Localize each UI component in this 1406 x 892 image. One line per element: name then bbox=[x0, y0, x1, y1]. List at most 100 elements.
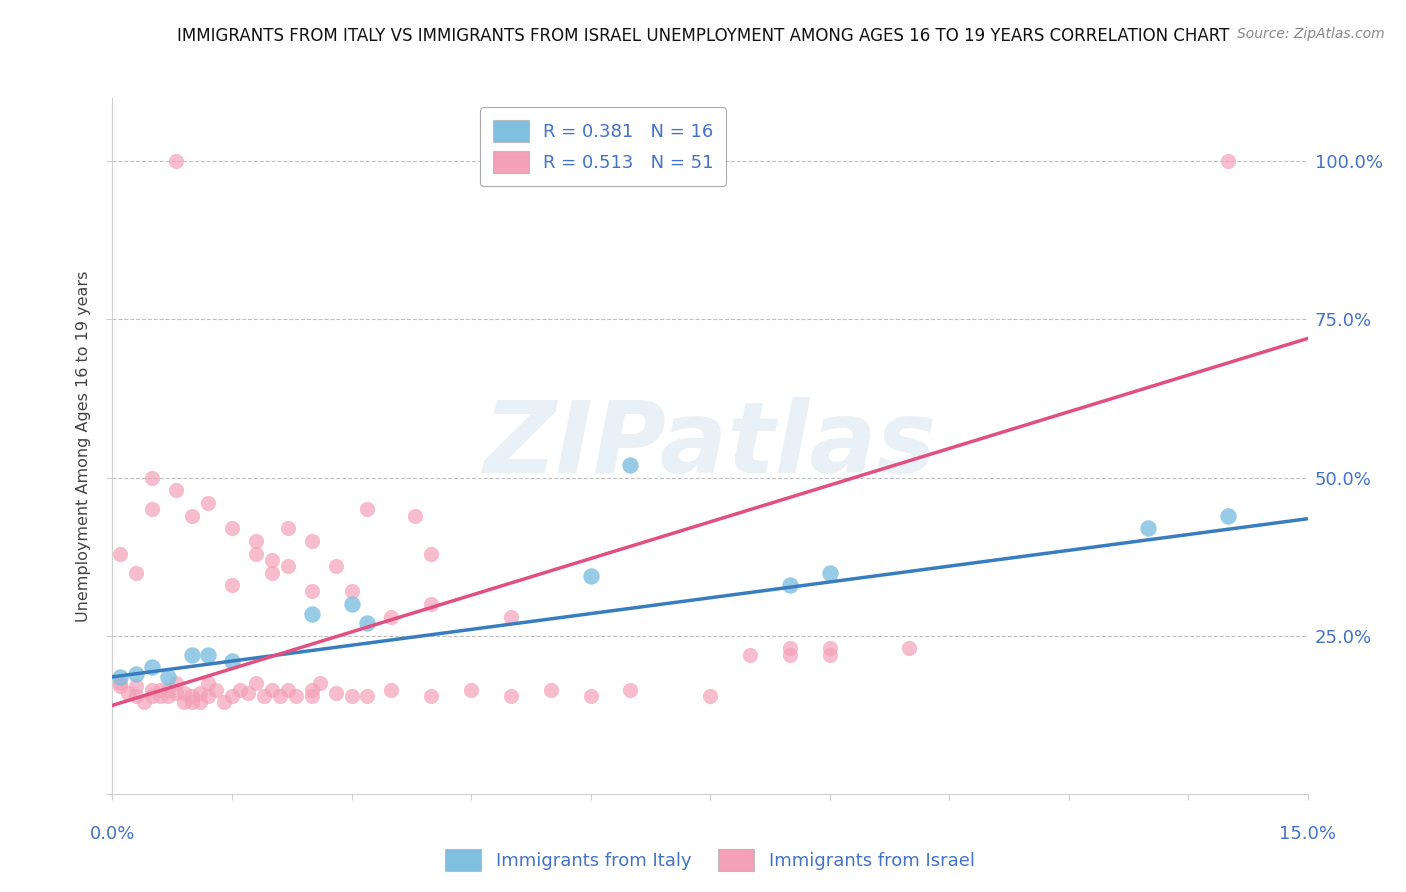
Point bbox=[181, 648, 204, 662]
Point bbox=[1216, 508, 1239, 523]
Point bbox=[301, 682, 323, 697]
Point bbox=[110, 679, 132, 693]
Point bbox=[221, 689, 243, 703]
Point bbox=[212, 695, 235, 709]
Point bbox=[356, 616, 378, 631]
Point bbox=[308, 676, 330, 690]
Point bbox=[260, 553, 283, 567]
Point bbox=[356, 502, 378, 516]
Point bbox=[157, 670, 180, 684]
Point bbox=[779, 641, 801, 656]
Point bbox=[277, 521, 299, 535]
Point bbox=[165, 676, 187, 690]
Point bbox=[141, 502, 163, 516]
Point bbox=[499, 609, 522, 624]
Point bbox=[499, 689, 522, 703]
Text: 15.0%: 15.0% bbox=[1279, 825, 1336, 843]
Point bbox=[141, 689, 163, 703]
Point bbox=[253, 689, 276, 703]
Point bbox=[619, 458, 641, 472]
Point bbox=[197, 676, 219, 690]
Point bbox=[380, 609, 402, 624]
Point bbox=[157, 689, 180, 703]
Point bbox=[301, 584, 323, 599]
Point bbox=[221, 654, 243, 668]
Point bbox=[173, 686, 195, 700]
Point bbox=[141, 660, 163, 674]
Point bbox=[340, 597, 363, 611]
Point bbox=[173, 695, 195, 709]
Point bbox=[898, 641, 921, 656]
Point bbox=[236, 686, 259, 700]
Point bbox=[229, 682, 252, 697]
Point bbox=[141, 682, 163, 697]
Point bbox=[1216, 154, 1239, 169]
Point bbox=[779, 578, 801, 592]
Point bbox=[738, 648, 761, 662]
Point bbox=[325, 686, 347, 700]
Point bbox=[245, 547, 267, 561]
Text: Source: ZipAtlas.com: Source: ZipAtlas.com bbox=[1237, 27, 1385, 41]
Point bbox=[165, 686, 187, 700]
Point bbox=[221, 521, 243, 535]
Point bbox=[205, 682, 228, 697]
Point bbox=[110, 676, 132, 690]
Point bbox=[420, 547, 443, 561]
Point bbox=[188, 686, 211, 700]
Point bbox=[197, 648, 219, 662]
Point bbox=[420, 689, 443, 703]
Point bbox=[420, 597, 443, 611]
Y-axis label: Unemployment Among Ages 16 to 19 years: Unemployment Among Ages 16 to 19 years bbox=[76, 270, 91, 622]
Point bbox=[181, 689, 204, 703]
Point bbox=[340, 584, 363, 599]
Point bbox=[245, 533, 267, 548]
Point bbox=[460, 682, 482, 697]
Point bbox=[181, 695, 204, 709]
Point bbox=[125, 566, 148, 580]
Point bbox=[818, 641, 841, 656]
Point bbox=[619, 682, 641, 697]
Point bbox=[540, 682, 562, 697]
Point bbox=[1137, 521, 1160, 535]
Point bbox=[404, 508, 426, 523]
Point bbox=[579, 568, 602, 582]
Point bbox=[165, 154, 187, 169]
Point bbox=[579, 689, 602, 703]
Point bbox=[356, 689, 378, 703]
Point bbox=[181, 508, 204, 523]
Point bbox=[284, 689, 307, 703]
Point bbox=[325, 559, 347, 574]
Point bbox=[277, 559, 299, 574]
Point bbox=[699, 689, 721, 703]
Point bbox=[245, 676, 267, 690]
Point bbox=[125, 666, 148, 681]
Point bbox=[818, 648, 841, 662]
Point bbox=[269, 689, 291, 703]
Point bbox=[301, 607, 323, 621]
Point bbox=[260, 682, 283, 697]
Point bbox=[221, 578, 243, 592]
Point bbox=[188, 695, 211, 709]
Point bbox=[141, 470, 163, 484]
Text: IMMIGRANTS FROM ITALY VS IMMIGRANTS FROM ISRAEL UNEMPLOYMENT AMONG AGES 16 TO 19: IMMIGRANTS FROM ITALY VS IMMIGRANTS FROM… bbox=[177, 27, 1229, 45]
Point bbox=[149, 682, 172, 697]
Point bbox=[818, 566, 841, 580]
Point bbox=[110, 670, 132, 684]
Point bbox=[260, 566, 283, 580]
Point bbox=[380, 682, 402, 697]
Point bbox=[110, 547, 132, 561]
Point bbox=[301, 689, 323, 703]
Legend: Immigrants from Italy, Immigrants from Israel: Immigrants from Italy, Immigrants from I… bbox=[434, 838, 986, 882]
Text: ZIPatlas: ZIPatlas bbox=[484, 398, 936, 494]
Point bbox=[157, 682, 180, 697]
Point bbox=[165, 483, 187, 498]
Point bbox=[340, 689, 363, 703]
Point bbox=[197, 689, 219, 703]
Point bbox=[117, 686, 139, 700]
Point bbox=[197, 496, 219, 510]
Point bbox=[779, 648, 801, 662]
Point bbox=[277, 682, 299, 697]
Point bbox=[125, 679, 148, 693]
Point bbox=[301, 533, 323, 548]
Point bbox=[125, 689, 148, 703]
